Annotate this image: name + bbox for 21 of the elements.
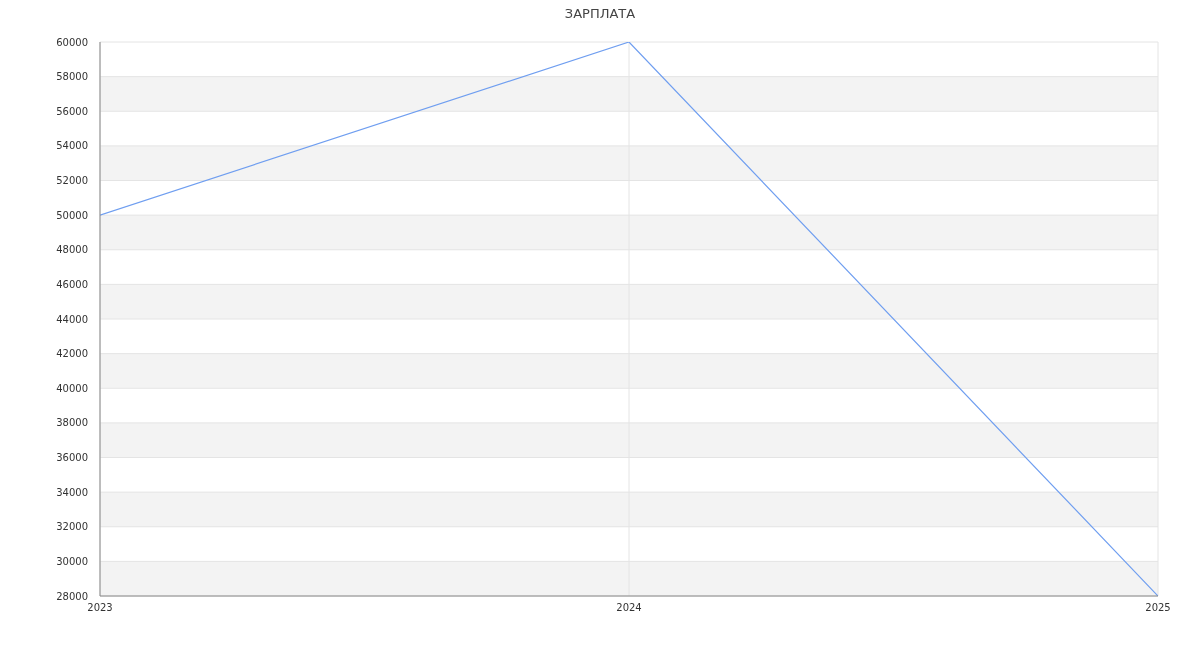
y-tick-label: 56000 — [56, 105, 88, 117]
y-tick-label: 58000 — [56, 71, 88, 83]
x-tick-label: 2023 — [87, 602, 113, 614]
y-tick-label: 34000 — [56, 486, 88, 498]
chart-title: ЗАРПЛАТА — [563, 6, 637, 23]
y-tick-label: 40000 — [56, 382, 88, 394]
y-tick-label: 42000 — [56, 348, 88, 360]
y-tick-label: 60000 — [56, 36, 88, 48]
x-tick-label: 2025 — [1145, 602, 1171, 614]
y-tick-label: 54000 — [56, 140, 88, 152]
y-tick-label: 36000 — [56, 452, 88, 464]
y-tick-label: 30000 — [56, 555, 88, 567]
x-tick-label: 2024 — [616, 602, 642, 614]
y-tick-label: 38000 — [56, 417, 88, 429]
y-tick-label: 28000 — [56, 590, 88, 602]
y-tick-label: 44000 — [56, 313, 88, 325]
y-tick-label: 46000 — [56, 278, 88, 290]
y-tick-label: 50000 — [56, 209, 88, 221]
y-tick-label: 48000 — [56, 244, 88, 256]
y-tick-label: 32000 — [56, 521, 88, 533]
y-tick-label: 52000 — [56, 175, 88, 187]
